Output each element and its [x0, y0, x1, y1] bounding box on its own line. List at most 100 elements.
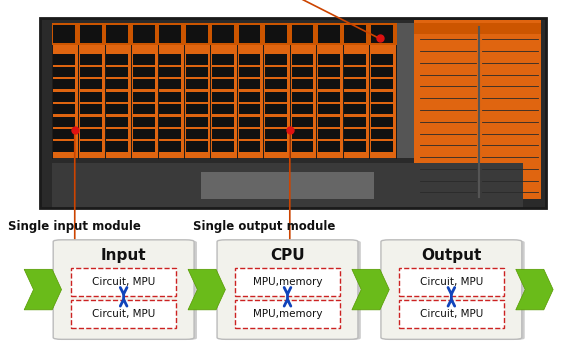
FancyBboxPatch shape — [371, 79, 393, 90]
FancyBboxPatch shape — [265, 92, 287, 102]
FancyBboxPatch shape — [239, 25, 260, 43]
FancyBboxPatch shape — [265, 25, 287, 43]
FancyBboxPatch shape — [106, 92, 128, 102]
FancyBboxPatch shape — [292, 54, 313, 65]
FancyBboxPatch shape — [318, 129, 340, 139]
FancyBboxPatch shape — [344, 67, 366, 77]
FancyBboxPatch shape — [344, 25, 366, 43]
FancyBboxPatch shape — [159, 92, 181, 102]
FancyBboxPatch shape — [186, 79, 208, 90]
Polygon shape — [24, 269, 62, 310]
FancyBboxPatch shape — [414, 22, 540, 34]
FancyBboxPatch shape — [106, 117, 128, 127]
FancyBboxPatch shape — [292, 25, 313, 43]
FancyBboxPatch shape — [106, 67, 128, 77]
Text: Circuit, MPU: Circuit, MPU — [420, 277, 483, 287]
FancyBboxPatch shape — [186, 67, 208, 77]
Polygon shape — [516, 269, 553, 310]
FancyBboxPatch shape — [371, 104, 393, 114]
FancyBboxPatch shape — [212, 54, 234, 65]
FancyBboxPatch shape — [133, 141, 155, 152]
FancyBboxPatch shape — [220, 240, 361, 340]
FancyBboxPatch shape — [56, 240, 197, 340]
FancyBboxPatch shape — [212, 92, 234, 102]
Text: MPU,memory: MPU,memory — [253, 277, 322, 287]
Text: Output: Output — [421, 248, 482, 263]
FancyBboxPatch shape — [344, 79, 366, 90]
FancyBboxPatch shape — [318, 141, 340, 152]
FancyBboxPatch shape — [53, 141, 75, 152]
FancyBboxPatch shape — [239, 92, 260, 102]
FancyBboxPatch shape — [318, 25, 340, 43]
FancyBboxPatch shape — [212, 25, 234, 43]
FancyBboxPatch shape — [133, 129, 155, 139]
FancyBboxPatch shape — [80, 25, 102, 43]
FancyBboxPatch shape — [212, 141, 234, 152]
FancyBboxPatch shape — [371, 67, 393, 77]
FancyBboxPatch shape — [80, 141, 102, 152]
FancyBboxPatch shape — [40, 18, 546, 208]
FancyBboxPatch shape — [133, 67, 155, 77]
FancyBboxPatch shape — [292, 79, 313, 90]
FancyBboxPatch shape — [186, 129, 208, 139]
FancyBboxPatch shape — [159, 129, 181, 139]
FancyBboxPatch shape — [265, 67, 287, 77]
FancyBboxPatch shape — [381, 240, 522, 339]
FancyBboxPatch shape — [80, 79, 102, 90]
FancyBboxPatch shape — [371, 129, 393, 139]
FancyBboxPatch shape — [265, 104, 287, 114]
FancyBboxPatch shape — [344, 141, 366, 152]
FancyBboxPatch shape — [106, 79, 128, 90]
FancyBboxPatch shape — [212, 129, 234, 139]
FancyBboxPatch shape — [133, 54, 155, 65]
FancyBboxPatch shape — [52, 36, 397, 159]
FancyBboxPatch shape — [133, 25, 155, 43]
FancyBboxPatch shape — [217, 240, 358, 339]
FancyBboxPatch shape — [159, 25, 181, 43]
FancyBboxPatch shape — [265, 79, 287, 90]
FancyBboxPatch shape — [53, 25, 75, 43]
FancyBboxPatch shape — [344, 104, 366, 114]
FancyBboxPatch shape — [106, 54, 128, 65]
FancyBboxPatch shape — [212, 79, 234, 90]
FancyBboxPatch shape — [399, 268, 504, 296]
FancyBboxPatch shape — [159, 117, 181, 127]
FancyBboxPatch shape — [53, 54, 75, 65]
FancyBboxPatch shape — [0, 0, 575, 226]
FancyBboxPatch shape — [106, 129, 128, 139]
FancyBboxPatch shape — [239, 117, 260, 127]
FancyBboxPatch shape — [265, 54, 287, 65]
FancyBboxPatch shape — [292, 129, 313, 139]
FancyBboxPatch shape — [239, 54, 260, 65]
FancyBboxPatch shape — [106, 104, 128, 114]
FancyBboxPatch shape — [239, 141, 260, 152]
Text: Circuit, MPU: Circuit, MPU — [92, 277, 155, 287]
FancyBboxPatch shape — [318, 54, 340, 65]
FancyBboxPatch shape — [265, 117, 287, 127]
FancyBboxPatch shape — [239, 79, 260, 90]
FancyBboxPatch shape — [235, 300, 340, 328]
FancyBboxPatch shape — [239, 129, 260, 139]
Text: Circuit, MPU: Circuit, MPU — [420, 309, 483, 319]
FancyBboxPatch shape — [53, 79, 75, 90]
FancyBboxPatch shape — [318, 117, 340, 127]
FancyBboxPatch shape — [80, 129, 102, 139]
FancyBboxPatch shape — [133, 104, 155, 114]
FancyBboxPatch shape — [186, 117, 208, 127]
FancyBboxPatch shape — [133, 79, 155, 90]
FancyBboxPatch shape — [159, 54, 181, 65]
FancyBboxPatch shape — [371, 141, 393, 152]
FancyBboxPatch shape — [318, 67, 340, 77]
FancyBboxPatch shape — [106, 25, 128, 43]
FancyBboxPatch shape — [159, 79, 181, 90]
FancyBboxPatch shape — [186, 25, 208, 43]
FancyBboxPatch shape — [159, 67, 181, 77]
FancyBboxPatch shape — [212, 117, 234, 127]
FancyBboxPatch shape — [371, 117, 393, 127]
FancyBboxPatch shape — [397, 22, 414, 159]
FancyBboxPatch shape — [186, 92, 208, 102]
FancyBboxPatch shape — [371, 54, 393, 65]
FancyBboxPatch shape — [239, 67, 260, 77]
Text: CPU: CPU — [270, 248, 305, 263]
FancyBboxPatch shape — [80, 104, 102, 114]
